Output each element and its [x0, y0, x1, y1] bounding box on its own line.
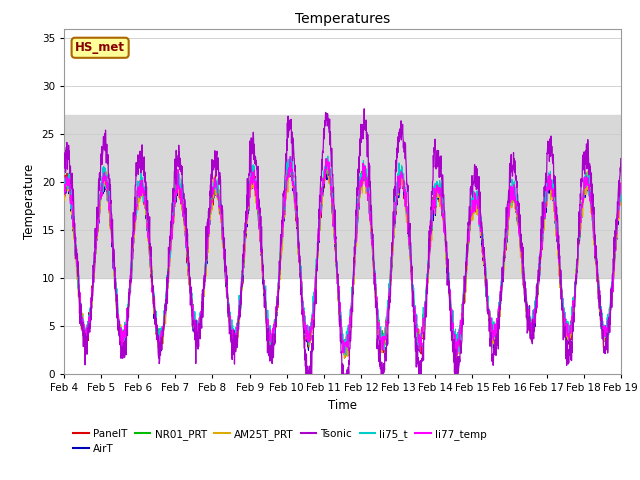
- li75_t: [324, 153, 332, 159]
- Y-axis label: Temperature: Temperature: [23, 164, 36, 239]
- Tsonic: [303, 372, 310, 377]
- li75_t: [568, 304, 576, 310]
- AirT: [323, 159, 330, 165]
- Tsonic: [584, 154, 591, 160]
- Tsonic: [359, 122, 367, 128]
- AirT: [371, 276, 379, 282]
- Line: Tsonic: Tsonic: [64, 109, 621, 374]
- Tsonic: [505, 188, 513, 194]
- AM25T_PRT: [216, 204, 223, 209]
- Tsonic: [360, 106, 368, 112]
- AirT: [60, 186, 68, 192]
- NR01_PRT: [451, 349, 459, 355]
- NR01_PRT: [60, 185, 68, 191]
- X-axis label: Time: Time: [328, 399, 357, 412]
- Tsonic: [568, 349, 576, 355]
- AirT: [505, 211, 513, 217]
- li75_t: [216, 201, 223, 206]
- AM25T_PRT: [359, 179, 367, 184]
- li77_temp: [371, 278, 379, 284]
- Tsonic: [60, 156, 68, 162]
- Tsonic: [371, 287, 379, 292]
- li77_temp: [617, 187, 625, 192]
- NR01_PRT: [322, 156, 330, 161]
- PanelT: [617, 193, 625, 199]
- AirT: [617, 199, 625, 204]
- li75_t: [342, 352, 349, 358]
- Line: AirT: AirT: [64, 162, 621, 357]
- AirT: [584, 184, 591, 190]
- PanelT: [505, 212, 513, 217]
- li75_t: [371, 268, 379, 274]
- li77_temp: [286, 154, 294, 159]
- PanelT: [216, 202, 223, 207]
- AirT: [359, 175, 367, 181]
- li77_temp: [216, 203, 223, 209]
- AM25T_PRT: [454, 359, 461, 365]
- li77_temp: [505, 203, 513, 208]
- li75_t: [60, 182, 68, 188]
- PanelT: [359, 180, 367, 186]
- Tsonic: [216, 175, 223, 181]
- PanelT: [568, 313, 576, 319]
- PanelT: [584, 179, 591, 185]
- AM25T_PRT: [286, 158, 294, 164]
- PanelT: [286, 156, 294, 162]
- AM25T_PRT: [617, 190, 625, 196]
- AirT: [568, 314, 576, 320]
- AirT: [451, 354, 458, 360]
- NR01_PRT: [371, 277, 379, 283]
- AM25T_PRT: [584, 168, 591, 174]
- NR01_PRT: [617, 192, 625, 198]
- Bar: [64, 115, 621, 278]
- AirT: [216, 201, 223, 206]
- li75_t: [617, 186, 625, 192]
- NR01_PRT: [568, 311, 576, 317]
- Line: PanelT: PanelT: [64, 159, 621, 357]
- Line: li75_t: li75_t: [64, 156, 621, 355]
- li77_temp: [454, 352, 461, 358]
- Line: NR01_PRT: NR01_PRT: [64, 158, 621, 352]
- li75_t: [584, 179, 591, 185]
- NR01_PRT: [216, 201, 223, 206]
- li75_t: [505, 206, 513, 212]
- li75_t: [359, 173, 367, 179]
- Text: HS_met: HS_met: [75, 41, 125, 54]
- AM25T_PRT: [505, 211, 513, 217]
- Line: AM25T_PRT: AM25T_PRT: [64, 161, 621, 362]
- AM25T_PRT: [568, 318, 576, 324]
- AM25T_PRT: [60, 188, 68, 193]
- PanelT: [60, 186, 68, 192]
- Title: Temperatures: Temperatures: [295, 12, 390, 26]
- NR01_PRT: [584, 177, 591, 182]
- PanelT: [341, 354, 349, 360]
- NR01_PRT: [505, 211, 513, 217]
- li77_temp: [359, 174, 367, 180]
- NR01_PRT: [359, 172, 367, 178]
- AM25T_PRT: [371, 272, 379, 278]
- li77_temp: [60, 188, 68, 193]
- Line: li77_temp: li77_temp: [64, 156, 621, 355]
- Tsonic: [617, 156, 625, 161]
- li77_temp: [568, 313, 576, 319]
- Legend: PanelT, AirT, NR01_PRT, AM25T_PRT, Tsonic, li75_t, li77_temp: PanelT, AirT, NR01_PRT, AM25T_PRT, Tsoni…: [69, 424, 491, 458]
- PanelT: [371, 279, 379, 285]
- li77_temp: [584, 179, 591, 185]
